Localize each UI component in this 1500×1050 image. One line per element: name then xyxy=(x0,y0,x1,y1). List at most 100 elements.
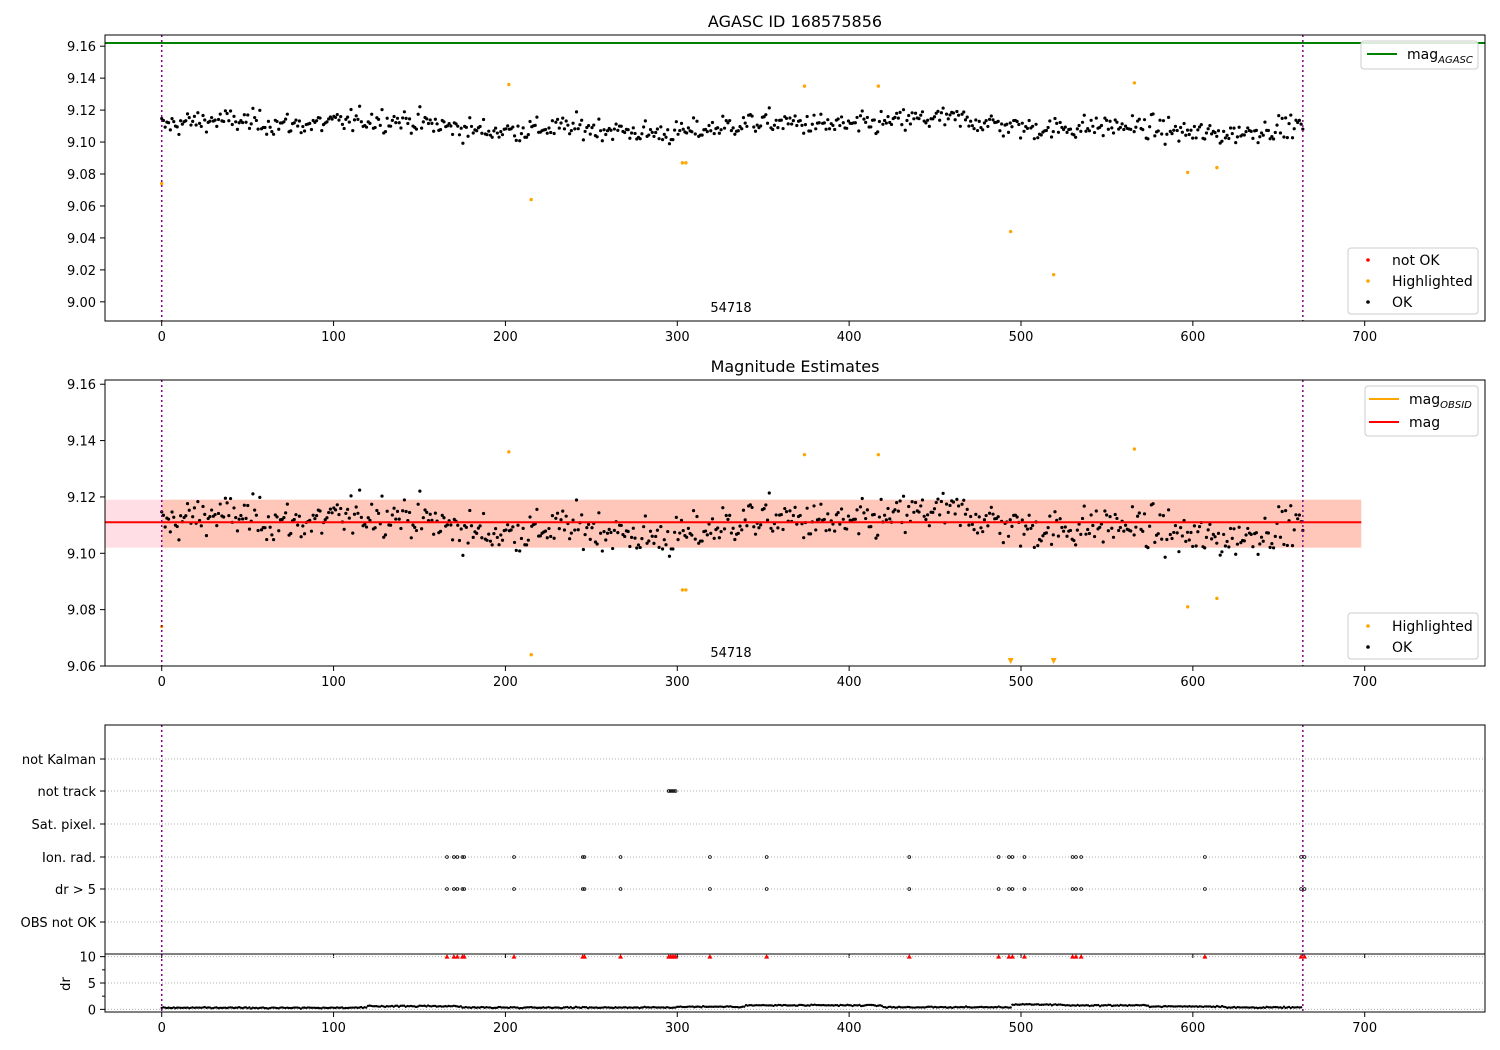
ok-point xyxy=(1103,116,1107,120)
dr-point xyxy=(1085,1004,1088,1007)
ok-point xyxy=(170,510,174,514)
ok-point xyxy=(671,137,675,142)
ok-point xyxy=(703,127,708,132)
ok-point xyxy=(967,523,971,527)
ok-point xyxy=(987,511,992,515)
dr-point xyxy=(213,1006,217,1009)
ok-point xyxy=(1299,122,1303,126)
ok-point xyxy=(189,123,193,127)
ok-point xyxy=(216,511,221,516)
ok-point xyxy=(490,135,494,139)
dr-point xyxy=(969,1006,973,1009)
legend-box xyxy=(1347,247,1479,315)
ok-point xyxy=(359,120,363,124)
ok-point xyxy=(1168,129,1172,134)
dr-point xyxy=(248,1006,251,1009)
dr-point xyxy=(973,1006,976,1009)
dr-clipped-marker xyxy=(511,954,517,959)
ok-point xyxy=(597,511,601,515)
ok-point xyxy=(1018,544,1023,548)
ok-point xyxy=(1132,533,1136,537)
dr-point xyxy=(921,1006,925,1009)
ok-point xyxy=(1218,553,1222,557)
flag-point xyxy=(445,887,449,891)
ok-point xyxy=(418,489,422,493)
flag-point xyxy=(1074,887,1078,891)
dr-point xyxy=(1299,1006,1303,1009)
ok-point xyxy=(1084,129,1088,133)
ok-point xyxy=(862,511,866,515)
ok-point xyxy=(535,507,539,511)
ok-point xyxy=(1170,536,1174,541)
ok-point xyxy=(172,120,176,124)
ok-point xyxy=(456,523,460,527)
ok-point xyxy=(1000,122,1004,126)
ok-point xyxy=(771,127,775,132)
ok-point xyxy=(1015,515,1019,519)
flag-point xyxy=(673,789,678,793)
ok-point xyxy=(481,117,486,122)
ok-point xyxy=(1087,129,1092,133)
dr-point xyxy=(705,1005,708,1009)
y-tick-label: 9.16 xyxy=(67,40,96,55)
ok-point xyxy=(779,512,783,517)
ok-point xyxy=(974,512,978,516)
y-tick-label: 9.08 xyxy=(67,168,96,183)
ok-point xyxy=(177,538,181,542)
ok-point xyxy=(440,513,444,517)
flag-point xyxy=(1302,887,1307,891)
ok-point xyxy=(1173,124,1178,128)
ok-point xyxy=(738,524,742,528)
ok-point xyxy=(612,528,616,532)
ok-point xyxy=(1180,130,1184,134)
ok-point xyxy=(783,506,787,511)
ok-point xyxy=(1137,511,1141,515)
ok-point xyxy=(309,127,314,132)
dr-point xyxy=(648,1006,651,1009)
ok-point xyxy=(678,531,682,535)
ok-point xyxy=(1075,528,1079,532)
ok-point xyxy=(1263,516,1267,520)
flag-point xyxy=(1079,855,1083,859)
ok-point xyxy=(519,132,524,136)
dr-point xyxy=(1112,1004,1115,1007)
ok-point xyxy=(1192,124,1197,129)
ok-point xyxy=(600,549,604,553)
ok-point xyxy=(1168,532,1172,537)
ok-point xyxy=(308,121,312,126)
ok-point xyxy=(752,125,756,129)
ok-point xyxy=(1280,509,1284,514)
ok-point xyxy=(500,538,505,542)
ok-point xyxy=(466,134,470,138)
ok-point xyxy=(163,525,167,529)
ok-point xyxy=(1148,125,1152,129)
ok-point xyxy=(1268,137,1272,141)
ok-point xyxy=(1290,136,1295,140)
ok-point xyxy=(543,529,548,533)
ok-point xyxy=(857,129,861,133)
dr-point xyxy=(868,1003,871,1007)
ok-point xyxy=(920,498,925,502)
ok-point xyxy=(292,517,296,522)
ok-point xyxy=(1161,119,1166,123)
ok-point xyxy=(645,541,649,545)
x-tick-label: 200 xyxy=(493,330,518,345)
ok-point xyxy=(1237,525,1241,529)
ok-point xyxy=(270,130,274,134)
ok-point xyxy=(487,129,491,133)
ok-point xyxy=(1187,538,1191,542)
ok-point xyxy=(166,121,171,125)
ok-point xyxy=(982,518,987,522)
dr-clipped-marker xyxy=(707,954,713,959)
ok-point xyxy=(514,548,518,552)
ok-point xyxy=(425,117,429,121)
ok-point xyxy=(633,131,637,136)
ok-point xyxy=(1280,116,1284,120)
ok-point xyxy=(490,543,494,547)
x-tick-label: 500 xyxy=(1009,330,1034,345)
ok-point xyxy=(475,129,479,133)
ok-point xyxy=(246,113,250,117)
ok-point xyxy=(184,119,188,123)
ok-point xyxy=(504,127,508,131)
ok-point xyxy=(275,119,279,124)
